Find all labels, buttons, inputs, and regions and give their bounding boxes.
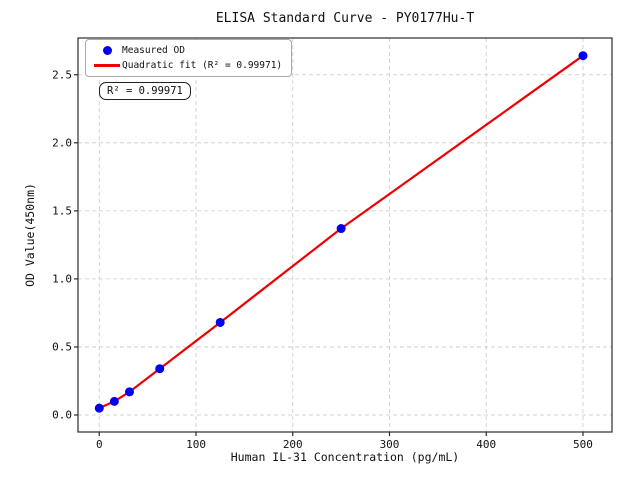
measured-od-point <box>336 224 346 234</box>
legend: Measured OD Quadratic fit (R² = 0.99971) <box>85 39 293 77</box>
legend-item: Quadratic fit (R² = 0.99971) <box>92 60 282 71</box>
y-tick-label: 0.0 <box>52 408 72 422</box>
y-tick-label: 1.0 <box>52 272 72 286</box>
y-axis-label: OD Value(450nm) <box>23 183 37 287</box>
plot-border <box>77 37 613 433</box>
y-tick-label: 2.5 <box>52 68 72 82</box>
x-axis-label: Human IL-31 Concentration (pg/mL) <box>230 450 460 464</box>
legend-line-icon <box>92 64 122 67</box>
measured-od-point <box>125 387 135 397</box>
legend-line-marker <box>94 64 120 67</box>
measured-od-point <box>155 364 165 374</box>
x-tick-label: 300 <box>379 438 400 451</box>
x-tick-label: 500 <box>573 438 593 451</box>
y-tick-label: 2.0 <box>52 136 72 150</box>
y-tick-label: 0.5 <box>52 340 72 354</box>
x-tick-label: 400 <box>476 438 497 451</box>
legend-dot-marker <box>102 46 112 55</box>
legend-item-label: Measured OD <box>122 45 185 56</box>
y-tick-label: 1.5 <box>52 204 72 218</box>
chart-title: ELISA Standard Curve - PY0177Hu-T <box>215 11 475 26</box>
legend-item-label: Quadratic fit (R² = 0.99971) <box>122 60 283 71</box>
legend-item: Measured OD <box>92 45 282 56</box>
measured-od-point <box>94 403 104 413</box>
legend-dot-icon <box>92 46 122 55</box>
measured-od-point <box>578 51 588 61</box>
r-squared-annotation: R² = 0.99971 <box>99 82 191 100</box>
measured-od-point <box>109 396 119 406</box>
x-tick-label: 100 <box>186 438 206 451</box>
measured-od-point <box>215 317 225 327</box>
x-tick-label: 200 <box>282 438 303 451</box>
x-tick-label: 0 <box>95 438 103 451</box>
